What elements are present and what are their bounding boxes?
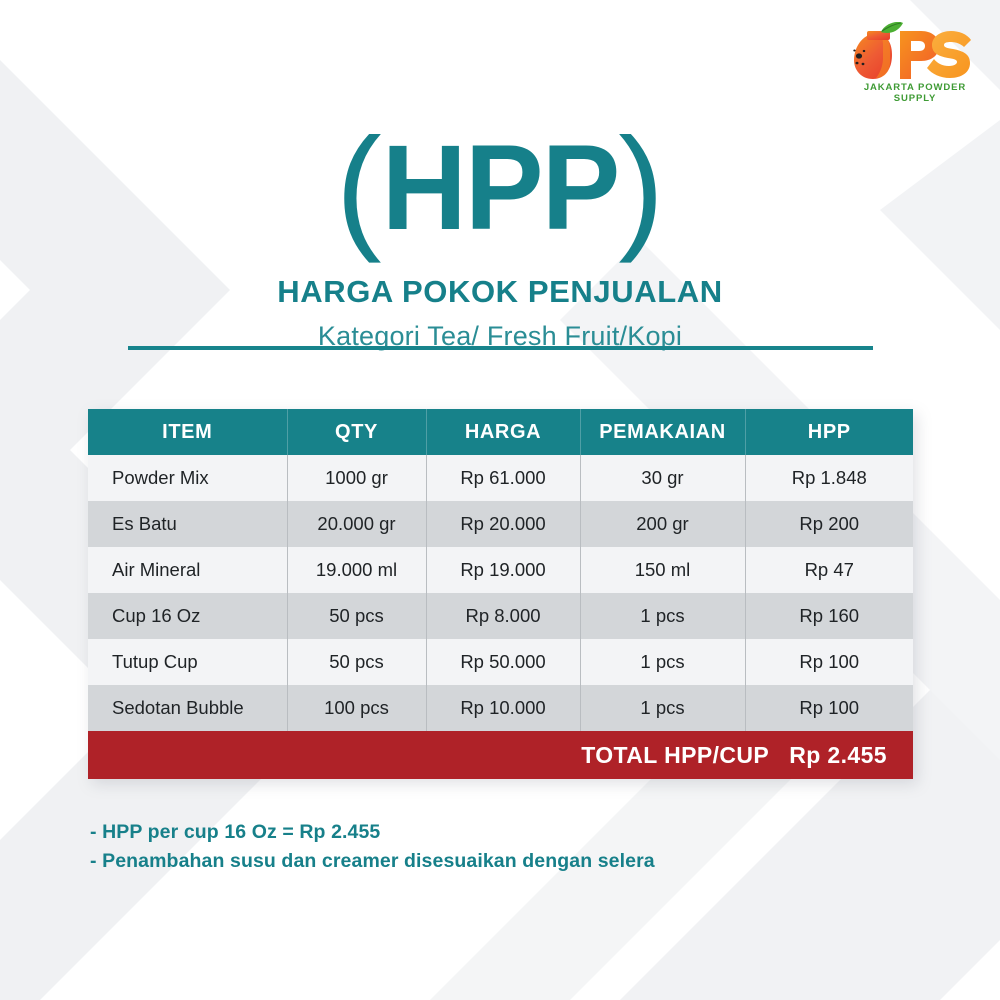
cell-item: Tutup Cup — [88, 639, 288, 685]
cell-qty: 19.000 ml — [287, 547, 427, 593]
page-title: HARGA POKOK PENJUALAN — [277, 274, 723, 309]
cell-hpp: Rp 100 — [745, 639, 913, 685]
cell-harga: Rp 19.000 — [426, 547, 581, 593]
cell-harga: Rp 8.000 — [426, 593, 581, 639]
acronym-open-paren: ( — [335, 110, 382, 264]
note-line-2: - Penambahan susu dan creamer disesuaika… — [90, 849, 655, 872]
jps-mango-logo-icon — [853, 22, 971, 79]
cell-pemakaian: 1 pcs — [580, 593, 746, 639]
hpp-table-card: ITEM QTY HARGA PEMAKAIAN HPP Powder Mix … — [88, 409, 913, 779]
cell-item: Cup 16 Oz — [88, 593, 288, 639]
cell-item: Sedotan Bubble — [88, 685, 288, 731]
page-acronym: (HPP) — [0, 118, 1000, 256]
cell-item: Air Mineral — [88, 547, 288, 593]
acronym-close-paren: ) — [618, 110, 665, 264]
cell-harga: Rp 10.000 — [426, 685, 581, 731]
table-row: Es Batu 20.000 gr Rp 20.000 200 gr Rp 20… — [88, 501, 913, 547]
table-row: Tutup Cup 50 pcs Rp 50.000 1 pcs Rp 100 — [88, 639, 913, 685]
cell-qty: 50 pcs — [287, 639, 427, 685]
logo-tagline: JAKARTA POWDER SUPPLY — [863, 82, 967, 104]
table-row: Air Mineral 19.000 ml Rp 19.000 150 ml R… — [88, 547, 913, 593]
cell-hpp: Rp 200 — [745, 501, 913, 547]
column-header-hpp: HPP — [745, 409, 913, 455]
cell-pemakaian: 1 pcs — [580, 639, 746, 685]
cell-pemakaian: 30 gr — [580, 455, 746, 501]
total-row: TOTAL HPP/CUP Rp 2.455 — [88, 731, 913, 779]
column-header-qty: QTY — [287, 409, 427, 455]
cell-pemakaian: 1 pcs — [580, 685, 746, 731]
cell-pemakaian: 150 ml — [580, 547, 746, 593]
header-divider — [128, 346, 873, 350]
cell-harga: Rp 50.000 — [426, 639, 581, 685]
column-header-pemakaian: PEMAKAIAN — [580, 409, 746, 455]
cell-item: Es Batu — [88, 501, 288, 547]
cell-hpp: Rp 100 — [745, 685, 913, 731]
cell-qty: 100 pcs — [287, 685, 427, 731]
hpp-table: ITEM QTY HARGA PEMAKAIAN HPP Powder Mix … — [88, 409, 913, 731]
cell-qty: 50 pcs — [287, 593, 427, 639]
cell-item: Powder Mix — [88, 455, 288, 501]
cell-pemakaian: 200 gr — [580, 501, 746, 547]
cell-hpp: Rp 160 — [745, 593, 913, 639]
column-header-harga: HARGA — [426, 409, 581, 455]
note-line-1: - HPP per cup 16 Oz = Rp 2.455 — [90, 821, 381, 843]
cell-harga: Rp 61.000 — [426, 455, 581, 501]
table-header-row: ITEM QTY HARGA PEMAKAIAN HPP — [88, 409, 913, 455]
total-label: TOTAL HPP/CUP — [581, 741, 770, 768]
table-row: Powder Mix 1000 gr Rp 61.000 30 gr Rp 1.… — [88, 455, 913, 501]
cell-hpp: Rp 47 — [745, 547, 913, 593]
cell-qty: 1000 gr — [287, 455, 427, 501]
cell-hpp: Rp 1.848 — [745, 455, 913, 501]
table-row: Sedotan Bubble 100 pcs Rp 10.000 1 pcs R… — [88, 685, 913, 731]
column-header-item: ITEM — [88, 409, 288, 455]
footer-notes: - HPP per cup 16 Oz = Rp 2.455 - Penamba… — [90, 818, 655, 876]
brand-logo: JAKARTA POWDER SUPPLY — [845, 22, 985, 104]
table-row: Cup 16 Oz 50 pcs Rp 8.000 1 pcs Rp 160 — [88, 593, 913, 639]
poster-header: (HPP) HARGA POKOK PENJUALAN Kategori Tea… — [0, 0, 1000, 352]
cell-qty: 20.000 gr — [287, 501, 427, 547]
cell-harga: Rp 20.000 — [426, 501, 581, 547]
total-value: Rp 2.455 — [789, 741, 887, 768]
acronym-text: HPP — [381, 120, 621, 256]
